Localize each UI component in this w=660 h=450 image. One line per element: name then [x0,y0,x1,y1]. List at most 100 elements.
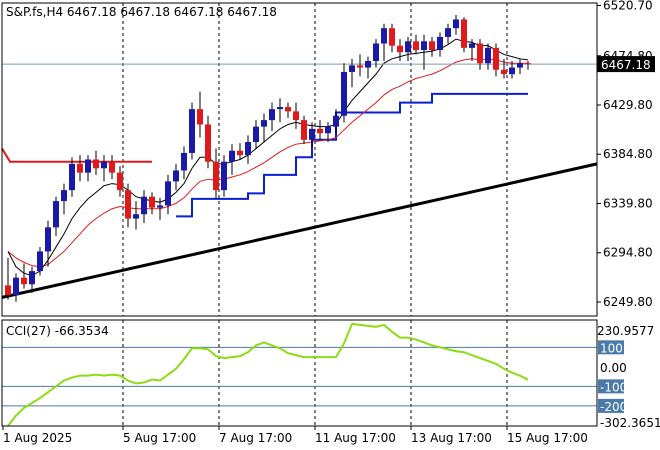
candle[interactable] [525,61,531,70]
candle[interactable] [13,273,19,302]
candle-body [429,41,435,51]
candle[interactable] [317,120,323,140]
candle[interactable] [157,197,163,220]
candle[interactable] [165,174,171,215]
candle-body [485,47,491,64]
candle[interactable] [389,23,395,53]
candle[interactable] [461,17,467,53]
candle[interactable] [501,58,507,79]
candle[interactable] [421,34,427,70]
candle[interactable] [5,257,11,300]
candle[interactable] [221,155,227,197]
candle[interactable] [21,263,27,289]
candle[interactable] [437,32,443,57]
candle[interactable] [333,109,339,134]
candle[interactable] [509,61,515,79]
candle[interactable] [77,155,83,182]
candle[interactable] [429,36,435,57]
candle-body [85,159,91,173]
candle[interactable] [213,148,219,199]
candle-body [501,69,507,75]
candle[interactable] [229,144,235,175]
candle[interactable] [405,36,411,62]
candle-body [93,159,99,169]
candle-body [325,126,331,134]
candle[interactable] [285,102,291,118]
candle[interactable] [61,183,67,215]
cci-line-group [7,322,529,427]
cci-level-badge [598,379,624,394]
candle[interactable] [445,23,451,44]
candle-body [133,214,139,219]
candle[interactable] [237,143,243,160]
candle[interactable] [141,190,147,223]
candle[interactable] [485,43,491,70]
candle[interactable] [93,150,99,175]
ema-slow-line [7,58,528,268]
price-tick-label: 6339.80 [603,196,653,210]
candle[interactable] [133,201,139,230]
candle[interactable] [517,58,523,75]
candle-body [341,71,347,116]
candle-body [37,251,43,272]
candle[interactable] [381,23,387,62]
candle[interactable] [149,192,155,215]
candle[interactable] [261,113,267,142]
candle[interactable] [293,102,299,129]
candle[interactable] [85,155,91,182]
candle[interactable] [493,43,499,77]
candle[interactable] [189,102,195,160]
candle[interactable] [53,196,59,237]
candle[interactable] [397,39,403,62]
candle[interactable] [469,39,475,62]
trailing-stop-line [176,92,528,218]
candle[interactable] [117,166,123,197]
cci-axis-label: 0.00 [600,361,627,375]
candle[interactable] [301,115,307,145]
candle[interactable] [45,220,51,267]
candle[interactable] [453,15,459,35]
candle[interactable] [373,39,379,68]
candle[interactable] [181,146,187,180]
candle-body [61,190,67,202]
candle[interactable] [125,183,131,228]
cci-panel[interactable]: CCI(27) -66.3534 230.9577 100 0.00 -100 -200… [1,319,660,430]
cci-axis-label: -302.3651 [600,416,660,430]
candle[interactable] [341,63,347,123]
price-panel[interactable]: S&P.fs,H4 6467.18 6467.18 6467.18 6467.1… [1,0,655,317]
candle-body [205,124,211,162]
last-price-label: 6467.18 [601,58,651,72]
candle-body [189,109,195,153]
candle[interactable] [309,122,315,147]
candle[interactable] [37,247,43,276]
candle[interactable] [197,91,203,138]
candle[interactable] [357,54,363,77]
candle-body [269,109,275,121]
candle[interactable] [349,58,355,88]
candle[interactable] [325,122,331,142]
candle[interactable] [205,115,211,169]
candle-body [229,150,235,162]
candle[interactable] [277,98,283,123]
candle[interactable] [477,39,483,70]
candle[interactable] [253,120,259,149]
candle[interactable] [173,163,179,191]
candle[interactable] [269,102,275,132]
candle[interactable] [365,56,371,79]
candle[interactable] [413,34,419,55]
candle-body [221,161,227,191]
candle-body [165,181,171,206]
price-tick-label: 6520.70 [603,0,653,13]
candle[interactable] [245,135,251,164]
candle-body [509,67,515,75]
candle-body [453,19,459,29]
candle-body [245,141,251,156]
cci-panel-frame [1,319,598,427]
candlesticks[interactable] [5,15,531,302]
candle[interactable] [101,155,107,182]
candle[interactable] [29,266,35,294]
candle-body [461,19,467,48]
candle[interactable] [69,157,75,197]
candle[interactable] [109,155,115,180]
